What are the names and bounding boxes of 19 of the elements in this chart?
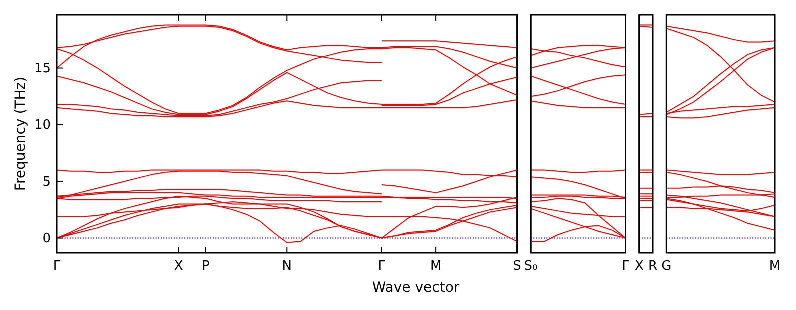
x-tick-label: Γ [622, 259, 630, 274]
y-tick-label: 0 [42, 231, 51, 246]
x-tick-label: N [282, 259, 292, 274]
x-tick-label: Γ [378, 259, 386, 274]
y-tick-label: 15 [34, 61, 51, 76]
y-tick-label: 10 [34, 118, 51, 134]
x-tick-label: S₀ [524, 259, 538, 274]
x-tick-label: P [202, 259, 210, 274]
x-tick-label: Γ [53, 259, 62, 274]
x-tick-label: M [769, 259, 781, 274]
y-tick-label: 5 [42, 174, 51, 190]
x-tick-label: R [648, 259, 658, 274]
y-axis-title: Frequency (THz) [13, 76, 29, 192]
x-tick-label: X [635, 259, 644, 274]
x-tick-label: M [430, 259, 442, 274]
x-tick-label: X [174, 259, 184, 274]
x-tick-label: S [513, 259, 522, 274]
x-tick-label: G [662, 259, 672, 274]
x-axis-title: Wave vector [372, 280, 460, 296]
